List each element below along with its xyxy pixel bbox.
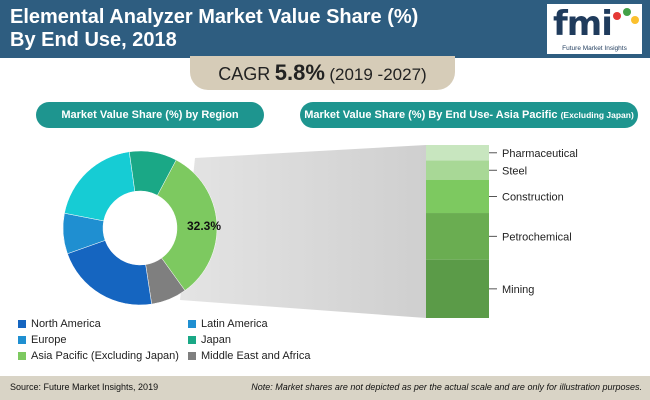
donut-highlight-label: 32.3% [187,219,221,233]
legend-label: Middle East and Africa [201,350,311,362]
region-chart-title: Market Value Share (%) by Region [36,102,264,128]
bar-label-pharmaceutical: Pharmaceutical [502,148,578,160]
header-bar: Elemental Analyzer Market Value Share (%… [0,0,650,58]
bar-label-construction: Construction [502,192,564,204]
title-line-1: Elemental Analyzer Market Value Share (%… [10,6,419,28]
legend-item: Latin America [188,318,268,330]
source-text: Source: Future Market Insights, 2019 [10,382,159,392]
bar-segment-pharmaceutical [426,145,489,161]
fmi-logo: fmi Future Market Insights [547,4,642,54]
bar-label-steel: Steel [502,165,527,177]
title-line-2: By End Use, 2018 [10,29,177,51]
legend-label: Japan [201,334,231,346]
legend-swatch [18,352,26,360]
cagr-value: 5.8% [274,60,325,85]
page-title: Elemental Analyzer Market Value Share (%… [10,6,450,52]
legend-swatch [188,336,196,344]
connector-funnel [180,145,426,318]
bar-segment-petrochemical [426,213,489,260]
donut-slice-asia-pacific-excluding-japan [157,159,218,291]
footer-bar: Source: Future Market Insights, 2019 Not… [0,376,650,400]
cagr-badge: CAGR 5.8% (2019 -2027) [190,56,455,90]
logo-text: fmi [553,4,613,44]
donut-slice-japan [129,150,177,196]
logo-subtitle: Future Market Insights [562,45,627,52]
legend-label: Asia Pacific (Excluding Japan) [31,350,179,362]
cagr-period: (2019 -2027) [329,65,427,84]
bar-label-petrochemical: Petrochemical [502,231,572,243]
legend-swatch [18,320,26,328]
chart-canvas: 32.3% Pharmaceutical Steel Construction Petr… [62,145,578,318]
legend-swatch [188,352,196,360]
bar-label-mining: Mining [502,284,534,296]
legend-item: Europe [18,334,66,346]
legend-swatch [18,336,26,344]
legend-item: Asia Pacific (Excluding Japan) [18,350,179,362]
legend-item: North America [18,318,101,330]
logo-dot-icon [613,12,621,20]
legend-item: Middle East and Africa [188,350,310,362]
enduse-chart-title-sub: (Excluding Japan) [560,110,634,120]
legend-label: Europe [31,334,67,346]
logo-dot-icon [631,16,639,24]
note-text: Note: Market shares are not depicted as … [251,382,642,392]
enduse-chart-title: Market Value Share (%) By End Use- Asia … [300,102,638,128]
bar-segment-mining [426,259,489,318]
donut-slice-north-america [67,240,152,306]
bar-segment-steel [426,160,489,180]
legend-label: Latin America [201,318,268,330]
donut-slice-latin-america [64,151,136,222]
region-chart-title-text: Market Value Share (%) by Region [61,109,239,121]
cagr-label: CAGR [218,64,271,84]
legend-swatch [188,320,196,328]
enduse-chart-title-text: Market Value Share (%) By End Use- Asia … [304,109,558,121]
logo-dot-icon [623,8,631,16]
legend-label: North America [31,318,101,330]
bar-segment-construction [426,179,489,214]
legend-item: Japan [188,334,231,346]
